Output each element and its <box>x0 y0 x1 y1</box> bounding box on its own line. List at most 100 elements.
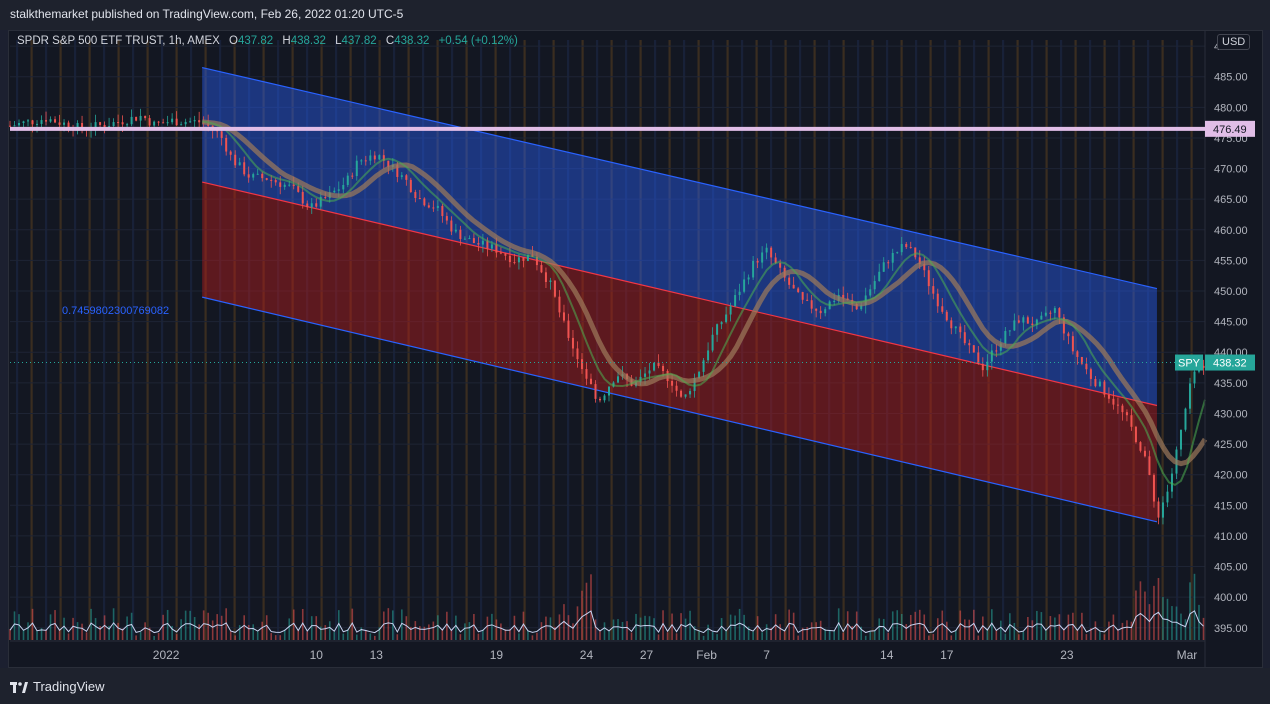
candle-body <box>238 162 241 166</box>
session-band <box>480 40 483 640</box>
volume-bar <box>792 612 795 640</box>
volume-bar <box>383 611 385 640</box>
volume-bar <box>761 632 763 640</box>
volume-bar <box>428 624 430 640</box>
candle-body <box>130 116 133 125</box>
candle-body <box>675 385 678 391</box>
price-tick-label: 430.00 <box>1214 408 1248 420</box>
volume-bar <box>959 610 962 640</box>
candle-body <box>544 272 547 283</box>
candle-body <box>1080 356 1083 364</box>
candle-body <box>1166 491 1169 503</box>
candle-body <box>981 363 984 371</box>
volume-bar <box>536 632 538 640</box>
volume-bar <box>513 615 516 640</box>
candle-body <box>1053 308 1056 313</box>
candle-body <box>481 240 484 245</box>
session-band <box>1060 40 1063 640</box>
volume-bar <box>1184 619 1187 640</box>
volume-bar <box>531 635 534 640</box>
open-label: O <box>229 35 238 47</box>
candle-body <box>175 118 178 126</box>
candle-body <box>382 155 385 161</box>
candle-body <box>855 303 858 310</box>
candle-body <box>558 296 561 313</box>
candle-body <box>63 122 66 125</box>
candle-body <box>815 308 818 311</box>
candle-body <box>148 118 151 126</box>
volume-bar <box>1000 620 1002 640</box>
volume-bar <box>202 610 205 640</box>
volume-bar <box>1036 610 1038 640</box>
volume-bar <box>121 628 124 640</box>
candle-body <box>265 178 268 180</box>
session-band <box>335 40 338 640</box>
top-bar: stalkthemarket published on TradingView.… <box>0 0 1270 30</box>
volume-bar <box>707 624 709 640</box>
session-band <box>683 40 686 640</box>
volume-bar <box>837 608 840 640</box>
volume-bar <box>189 610 191 640</box>
candle-body <box>729 306 732 315</box>
volume-bar <box>18 614 20 640</box>
volume-bar <box>180 619 182 640</box>
candle-body <box>1049 312 1052 314</box>
volume-bar <box>274 635 277 640</box>
candle-body <box>1040 315 1043 320</box>
candle-body <box>738 291 741 296</box>
volume-bar <box>1121 622 1124 640</box>
candle-body <box>288 184 291 186</box>
time-tick-label: 19 <box>490 648 504 662</box>
time-tick-label: 13 <box>370 648 384 662</box>
volume-bar <box>603 622 606 640</box>
volume-bar <box>815 622 817 640</box>
volume-bar <box>1058 614 1061 640</box>
volume-bar <box>599 631 601 640</box>
candle-body <box>756 260 759 263</box>
candle-body <box>576 348 579 360</box>
volume-bar <box>693 626 696 640</box>
candle-body <box>333 190 336 193</box>
volume-bar <box>567 615 570 640</box>
volume-bar <box>1076 629 1079 640</box>
candle-body <box>315 203 318 207</box>
session-band <box>1118 40 1121 640</box>
candle-body <box>657 362 660 366</box>
volume-bar <box>225 608 227 640</box>
volume-bar <box>184 610 187 640</box>
candle-body <box>900 244 903 253</box>
candle-body <box>67 122 70 129</box>
candle-body <box>297 186 300 192</box>
candle-body <box>770 247 773 258</box>
volume-bar <box>446 611 448 640</box>
candle-body <box>1026 317 1029 324</box>
candle-body <box>378 155 381 160</box>
candle-body <box>342 184 345 190</box>
candle-body <box>522 257 525 261</box>
volume-bar <box>720 618 723 640</box>
session-band <box>393 40 396 640</box>
session-band <box>1132 40 1135 640</box>
volume-bar <box>621 621 624 640</box>
session-band <box>262 40 265 640</box>
candle-body <box>301 191 304 204</box>
volume-bar <box>905 624 908 640</box>
candle-body <box>472 238 475 244</box>
volume-bar <box>495 619 498 640</box>
time-tick-label: 23 <box>1060 648 1074 662</box>
volume-bar <box>1108 621 1110 640</box>
price-tick-label: 415.00 <box>1214 500 1248 512</box>
volume-bar <box>986 628 989 640</box>
volume-bar <box>423 626 426 640</box>
candle-body <box>734 295 737 307</box>
candle-body <box>1161 502 1164 518</box>
volume-bar <box>1157 578 1160 640</box>
session-band <box>422 40 425 640</box>
candle-body <box>698 371 701 379</box>
candle-body <box>603 395 606 401</box>
currency-badge[interactable]: USD <box>1217 34 1251 50</box>
candle-body <box>824 309 827 314</box>
tradingview-brand[interactable]: TradingView <box>10 679 105 694</box>
candle-body <box>103 124 106 128</box>
